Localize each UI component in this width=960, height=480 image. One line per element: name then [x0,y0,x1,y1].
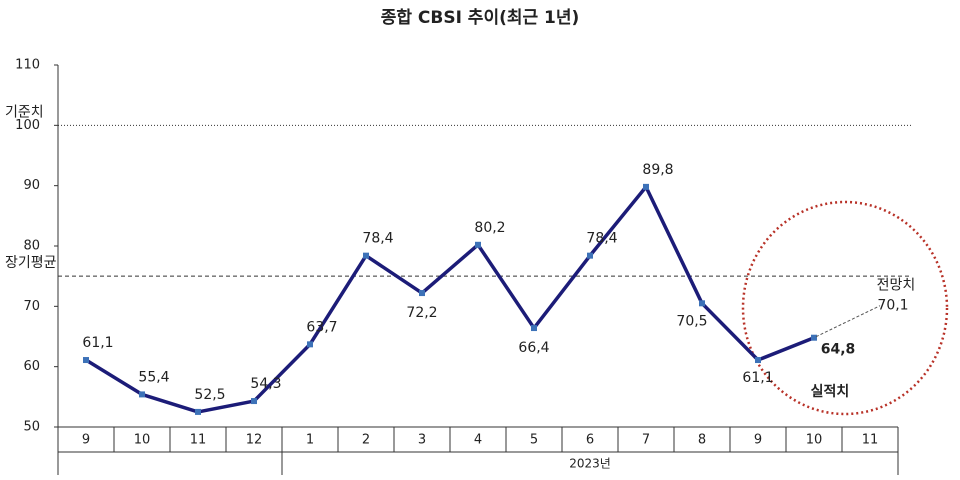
y-tick-label: 80 [23,239,40,254]
data-point [363,252,369,259]
x-tick-label: 8 [698,433,706,448]
y-tick-label: 90 [23,178,40,193]
x-tick-label: 3 [418,433,426,448]
y-tick-label: 60 [23,359,40,374]
data-point [587,252,593,259]
x-tick-label: 9 [754,433,762,448]
data-label: 52,5 [194,387,225,403]
data-label: 54,3 [250,376,281,392]
data-point [643,183,649,190]
data-label: 80,2 [474,220,505,236]
y-tick-label: 70 [23,299,40,314]
data-label: 78,4 [362,231,393,247]
forecast-label: 전망치 [877,278,916,294]
x-tick-label: 11 [862,433,879,448]
x-tick-label: 11 [190,433,207,448]
data-label: 61,1 [742,370,773,386]
x-tick-label: 10 [806,433,823,448]
data-label: 64,8 [821,342,856,358]
data-label: 61,1 [82,335,113,351]
data-label: 63,7 [306,319,337,335]
data-label: 70,5 [676,313,707,329]
highlight-circle [741,200,949,416]
forecast-leader [815,305,881,338]
data-label: 66,4 [518,340,549,356]
x-tick-label: 9 [82,433,90,448]
group-label: 2023년 [569,457,611,471]
reference-label: 기준치 [5,104,44,120]
y-tick-label: 100 [15,118,40,133]
forecast-value-label: 70,1 [877,298,908,314]
data-label: 72,2 [406,305,437,321]
x-tick-label: 6 [586,433,594,448]
data-label: 89,8 [642,162,673,178]
y-tick-label: 110 [15,58,40,73]
chart-title: 종합 CBSI 추이(최근 1년) [381,7,580,28]
data-point [755,357,761,364]
y-tick-label: 50 [23,420,40,435]
x-tick-label: 4 [474,433,482,448]
x-tick-label: 12 [246,433,263,448]
data-point [195,408,201,415]
data-point [83,357,89,364]
data-point [811,334,817,341]
x-tick-label: 10 [134,433,151,448]
data-line [85,185,815,414]
x-tick-label: 1 [306,433,314,448]
reference-label: 장기평균 [5,255,57,271]
x-tick-label: 5 [530,433,538,448]
annotation: 실적치 [811,383,850,400]
data-point [531,325,537,332]
data-point [307,341,313,348]
data-point [419,290,425,297]
data-label: 55,4 [138,369,169,385]
x-tick-label: 7 [642,433,650,448]
data-point [139,391,145,398]
data-point [699,300,705,307]
data-point [475,241,481,248]
data-label: 78,4 [586,231,617,247]
x-tick-label: 2 [362,433,370,448]
data-point [251,398,257,405]
